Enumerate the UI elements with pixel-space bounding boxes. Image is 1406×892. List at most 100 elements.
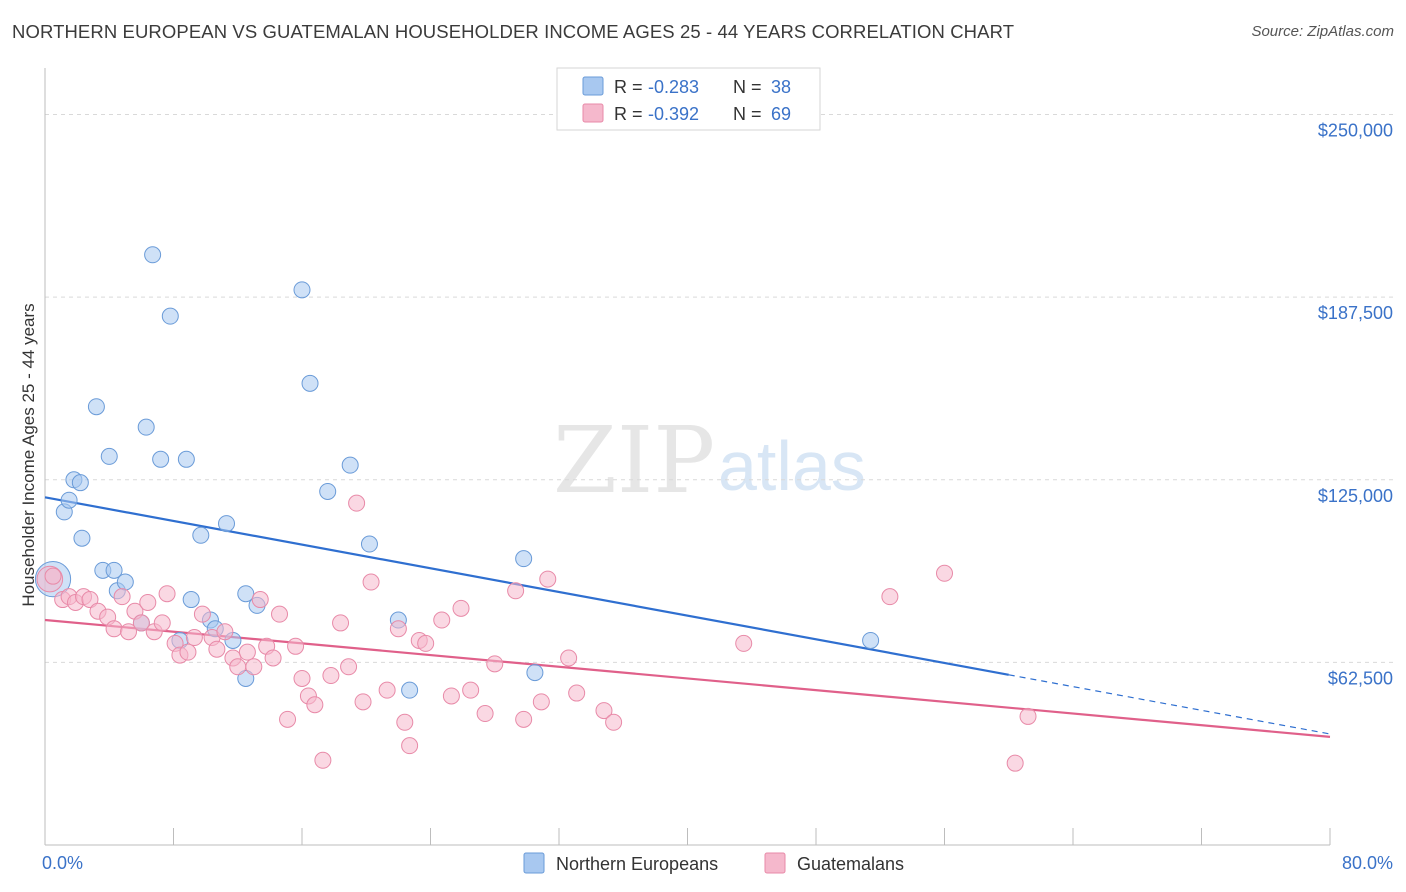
legend-swatch-northern-europeans xyxy=(523,852,545,874)
northern-europeans-trend-line xyxy=(44,496,1009,676)
northern-european-point xyxy=(218,515,236,533)
guatemalan-point xyxy=(1019,707,1037,725)
y-axis-label: Householder Income Ages 25 - 44 years xyxy=(19,303,38,606)
guatemalan-point xyxy=(179,643,197,661)
legend-r-label-1: R = xyxy=(614,77,643,97)
northern-european-point xyxy=(515,550,533,568)
guatemalan-point xyxy=(264,649,282,667)
guatemalan-point xyxy=(486,655,504,673)
guatemalan-point xyxy=(322,667,340,685)
guatemalan-point xyxy=(238,643,256,661)
y-tick-label: $187,500 xyxy=(1318,303,1393,323)
legend-r-value-1: -0.283 xyxy=(648,77,699,97)
guatemalan-point xyxy=(936,564,953,582)
guatemalan-point xyxy=(132,614,150,632)
legend-n-value-1: 38 xyxy=(771,77,791,97)
guatemalan-point xyxy=(193,605,211,623)
guatemalan-point xyxy=(568,684,586,702)
guatemalan-point xyxy=(139,593,157,611)
northern-european-point xyxy=(105,561,123,579)
guatemalan-point xyxy=(605,713,623,731)
northern-european-point xyxy=(177,450,195,468)
northern-european-point xyxy=(237,585,255,603)
northern-european-point xyxy=(526,664,544,682)
guatemalan-point xyxy=(306,696,324,714)
northern-european-point xyxy=(71,474,89,492)
legend-n-label-2: N = xyxy=(733,104,762,124)
data-points xyxy=(34,246,1037,772)
watermark: ZIP atlas xyxy=(553,407,866,514)
northern-european-point xyxy=(293,281,311,299)
x-tick-labels: 0.0% 80.0% xyxy=(42,853,1393,873)
guatemalan-point xyxy=(378,681,396,699)
northern-europeans-trend-extension xyxy=(1008,674,1331,735)
northern-european-point xyxy=(152,450,170,468)
legend-swatch-guatemalan xyxy=(582,103,604,123)
legend-n-value-2: 69 xyxy=(771,104,791,124)
northern-european-point xyxy=(182,591,200,609)
guatemalans-trend-line xyxy=(44,618,1331,738)
guatemalan-point xyxy=(881,588,899,606)
guatemalan-point xyxy=(362,573,380,591)
guatemalan-point xyxy=(354,693,372,711)
correlation-legend: R = -0.283 N = 38 R = -0.392 N = 69 xyxy=(556,67,821,131)
legend-swatch-guatemalans xyxy=(764,852,786,874)
guatemalan-point xyxy=(1006,754,1024,772)
northern-european-point xyxy=(301,374,319,392)
guatemalan-point xyxy=(105,620,123,638)
guatemalan-point xyxy=(271,605,289,623)
guatemalan-point xyxy=(120,623,138,641)
guatemalan-point xyxy=(417,634,435,652)
northern-european-point xyxy=(73,529,91,547)
legend-r-value-2: -0.392 xyxy=(648,104,699,124)
legend-label-northern-europeans: Northern Europeans xyxy=(556,854,718,874)
guatemalan-point xyxy=(389,620,407,638)
northern-european-point xyxy=(161,307,179,325)
northern-european-point xyxy=(237,669,255,687)
northern-european-point xyxy=(100,447,118,465)
source-label: Source: ZipAtlas.com xyxy=(1251,23,1394,40)
northern-european-point xyxy=(144,246,162,264)
series-legend: Northern Europeans Guatemalans xyxy=(523,852,904,874)
northern-european-point xyxy=(116,573,134,591)
watermark-atlas: atlas xyxy=(718,427,866,505)
chart-title: NORTHERN EUROPEAN VS GUATEMALAN HOUSEHOL… xyxy=(12,21,1015,42)
guatemalan-point xyxy=(113,588,131,606)
guatemalan-point xyxy=(560,649,578,667)
guatemalan-point xyxy=(44,567,62,585)
guatemalan-point xyxy=(229,658,247,676)
legend-n-label-1: N = xyxy=(733,77,762,97)
guatemalan-point xyxy=(153,614,171,632)
guatemalan-point xyxy=(401,737,419,755)
guatemalan-point xyxy=(462,681,480,699)
guatemalan-point xyxy=(81,591,99,609)
guatemalan-point xyxy=(245,658,263,676)
northern-european-point xyxy=(401,681,419,699)
northern-european-point xyxy=(319,482,337,500)
northern-european-point xyxy=(87,398,105,416)
gridlines xyxy=(45,114,1395,663)
y-tick-labels: $62,500 $125,000 $187,500 $250,000 xyxy=(1318,121,1393,689)
y-tick-label: $125,000 xyxy=(1318,486,1393,506)
guatemalan-point xyxy=(279,710,297,728)
axes xyxy=(44,68,1331,846)
guatemalan-point xyxy=(216,623,234,641)
y-tick-label: $62,500 xyxy=(1328,668,1393,688)
guatemalan-point xyxy=(348,494,366,512)
northern-european-point xyxy=(862,631,880,649)
legend-label-guatemalans: Guatemalans xyxy=(797,854,904,874)
guatemalan-point xyxy=(442,687,460,705)
guatemalan-point xyxy=(507,582,525,600)
northern-european-point xyxy=(137,418,155,436)
guatemalan-point xyxy=(396,713,414,731)
y-tick-label: $250,000 xyxy=(1318,121,1393,141)
guatemalan-point xyxy=(340,658,358,676)
guatemalan-point xyxy=(595,702,613,720)
legend-r-label-2: R = xyxy=(614,104,643,124)
northern-european-point xyxy=(192,526,210,544)
guatemalan-point xyxy=(293,669,311,687)
guatemalan-point xyxy=(314,751,332,769)
guatemalan-point xyxy=(452,599,470,617)
legend-swatch-northern xyxy=(582,76,604,96)
